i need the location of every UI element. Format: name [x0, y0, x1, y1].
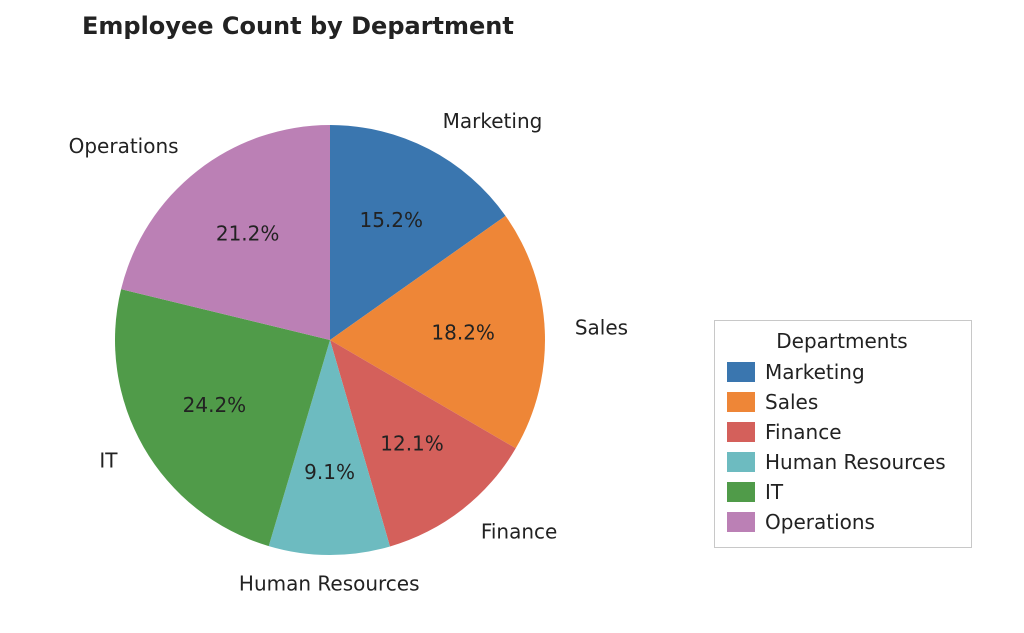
slice-percent: 9.1% — [304, 460, 355, 484]
legend-swatch — [727, 422, 755, 442]
slice-percent: 18.2% — [431, 321, 495, 345]
slice-label: Human Resources — [239, 572, 420, 596]
slice-label: Operations — [69, 134, 179, 158]
legend-swatch — [727, 362, 755, 382]
slice-label: Sales — [575, 316, 628, 340]
slice-label: Finance — [481, 520, 558, 544]
legend: Departments MarketingSalesFinanceHuman R… — [714, 320, 972, 548]
legend-swatch — [727, 482, 755, 502]
legend-label: Human Resources — [765, 447, 946, 477]
legend-title: Departments — [727, 329, 957, 353]
legend-label: Sales — [765, 387, 818, 417]
slice-percent: 15.2% — [359, 208, 423, 232]
legend-item: IT — [727, 477, 957, 507]
slice-percent: 12.1% — [380, 432, 444, 456]
legend-item: Sales — [727, 387, 957, 417]
legend-label: IT — [765, 477, 783, 507]
legend-item: Human Resources — [727, 447, 957, 477]
slice-label: Marketing — [443, 109, 543, 133]
legend-swatch — [727, 512, 755, 532]
legend-label: Marketing — [765, 357, 865, 387]
legend-label: Finance — [765, 417, 842, 447]
legend-swatch — [727, 392, 755, 412]
legend-item: Marketing — [727, 357, 957, 387]
slice-label: IT — [99, 449, 118, 473]
legend-item: Finance — [727, 417, 957, 447]
legend-label: Operations — [765, 507, 875, 537]
legend-swatch — [727, 452, 755, 472]
legend-item: Operations — [727, 507, 957, 537]
slice-percent: 24.2% — [183, 393, 247, 417]
slice-percent: 21.2% — [216, 222, 280, 246]
